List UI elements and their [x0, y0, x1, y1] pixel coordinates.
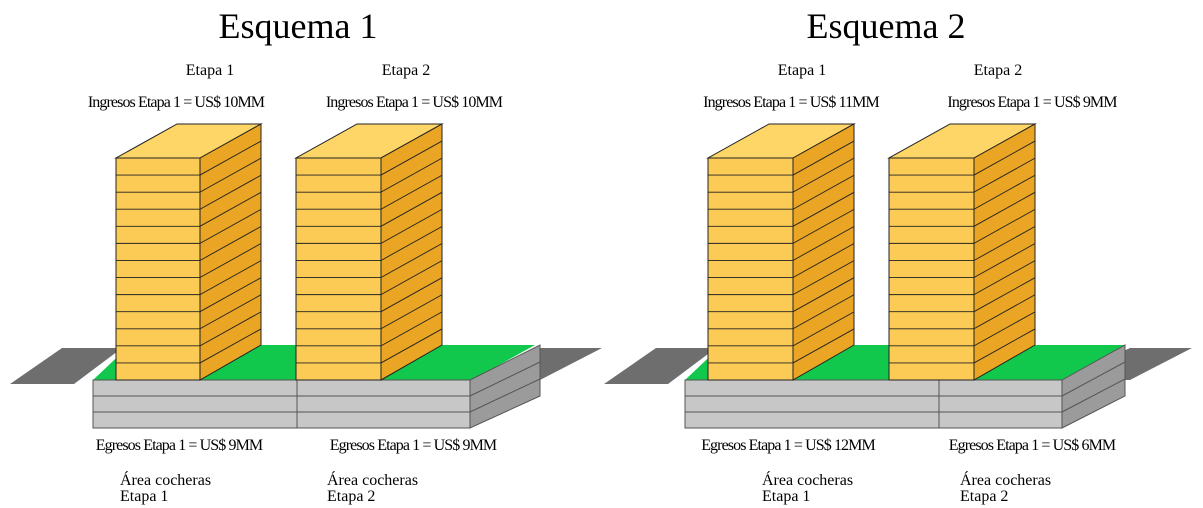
- scheme-2-stage-1-expense: Egresos Etapa 1 = US$ 12MM: [701, 437, 875, 454]
- floor-line-side: [973, 311, 1036, 347]
- floor-line-side: [199, 260, 262, 296]
- floor-line-side: [380, 208, 443, 244]
- floor-line-side: [973, 191, 1036, 227]
- scheme-2-stage-1-label: Etapa 1: [778, 62, 826, 79]
- floor-line-side: [973, 157, 1036, 193]
- floor-line-side: [792, 311, 855, 347]
- floor-line-side: [380, 294, 443, 330]
- scheme-1-stage-2-label: Etapa 2: [382, 62, 430, 79]
- scheme-2-stage-2-parking-line1: Área cocheras: [960, 470, 1051, 489]
- floor-line-side: [380, 260, 443, 296]
- floor-line-side: [792, 191, 855, 227]
- scheme-1: Esquema 1 E: [10, 6, 602, 505]
- floor-line-side: [199, 328, 262, 364]
- road-left: [10, 348, 122, 384]
- floor-line-side: [199, 208, 262, 244]
- scheme-1-stage-1-parking-line1: Área cocheras: [120, 470, 211, 489]
- floor-line-side: [792, 277, 855, 313]
- floor-line-side: [792, 208, 855, 244]
- floor-line-side: [973, 243, 1036, 278]
- scheme-2-stage-2-income: Ingresos Etapa 1 = US$ 9MM: [947, 94, 1117, 111]
- floor-line-side: [792, 243, 855, 278]
- floor-line-side: [199, 226, 262, 261]
- floor-line-side: [792, 294, 855, 330]
- floor-line-side: [199, 243, 262, 278]
- floor-line-side: [792, 157, 855, 193]
- floor-line-side: [380, 226, 443, 261]
- scheme-2: Esquema 2 Etapa 1 Etapa 2 Ingreso: [604, 6, 1192, 505]
- floor-line-side: [380, 140, 443, 176]
- floor-line-side: [380, 277, 443, 313]
- floor-line-side: [380, 174, 443, 210]
- scheme-2-stage-2-label: Etapa 2: [974, 62, 1022, 79]
- floor-line-side: [380, 191, 443, 227]
- floor-line-side: [199, 157, 262, 193]
- floor-line-side: [973, 226, 1036, 261]
- floor-line-side: [792, 174, 855, 210]
- floor-line-side: [973, 208, 1036, 244]
- floor-line-side: [792, 226, 855, 261]
- floor-line-side: [380, 311, 443, 347]
- scheme-1-stage-1-income: Ingresos Etapa 1 = US$ 10MM: [88, 94, 265, 111]
- floor-line-side: [199, 277, 262, 313]
- scheme-2-stage-1-parking-line1: Área cocheras: [762, 470, 853, 489]
- floor-line-side: [973, 294, 1036, 330]
- floor-line-side: [380, 243, 443, 278]
- floor-line-side: [199, 174, 262, 210]
- tower-etapa-2: [887, 123, 1037, 381]
- scheme-2-stage-1-parking-line2: Etapa 1: [762, 488, 810, 505]
- floor-line-side: [792, 140, 855, 176]
- tower-etapa-2: [294, 123, 444, 381]
- tower-etapa-1: [706, 123, 856, 381]
- floor-line-side: [792, 260, 855, 296]
- scheme-1-stage-1-expense: Egresos Etapa 1 = US$ 9MM: [96, 437, 263, 454]
- scheme-1-stage-1-label: Etapa 1: [186, 62, 234, 79]
- floor-line-side: [973, 140, 1036, 176]
- floor-line-side: [380, 157, 443, 193]
- scheme-2-title: Esquema 2: [807, 6, 966, 46]
- scheme-1-stage-1-parking-line2: Etapa 1: [120, 488, 168, 505]
- floor-line-side: [973, 277, 1036, 313]
- scheme-1-title: Esquema 1: [219, 6, 378, 46]
- floor-line-side: [199, 140, 262, 176]
- scheme-1-stage-2-parking-line1: Área cocheras: [327, 470, 418, 489]
- parking-base: [684, 344, 1126, 429]
- floor-line-side: [973, 328, 1036, 364]
- scheme-2-stage-1-income: Ingresos Etapa 1 = US$ 11MM: [703, 94, 879, 111]
- parking-base: [92, 344, 541, 429]
- tower-etapa-1: [114, 123, 263, 381]
- scheme-2-stage-2-parking-line2: Etapa 2: [960, 488, 1008, 505]
- floor-line-side: [199, 294, 262, 330]
- road-left: [604, 348, 716, 384]
- scheme-1-stage-2-income: Ingresos Etapa 1 = US$ 10MM: [326, 94, 503, 111]
- floor-line-side: [380, 328, 443, 364]
- floor-line-side: [199, 191, 262, 227]
- floor-line-side: [973, 174, 1036, 210]
- scheme-1-stage-2-expense: Egresos Etapa 1 = US$ 9MM: [330, 437, 497, 454]
- scheme-2-stage-2-expense: Egresos Etapa 1 = US$ 6MM: [949, 437, 1116, 454]
- floor-line-side: [199, 311, 262, 347]
- floor-line-side: [973, 260, 1036, 296]
- scheme-1-stage-2-parking-line2: Etapa 2: [327, 488, 375, 505]
- floor-line-side: [792, 328, 855, 364]
